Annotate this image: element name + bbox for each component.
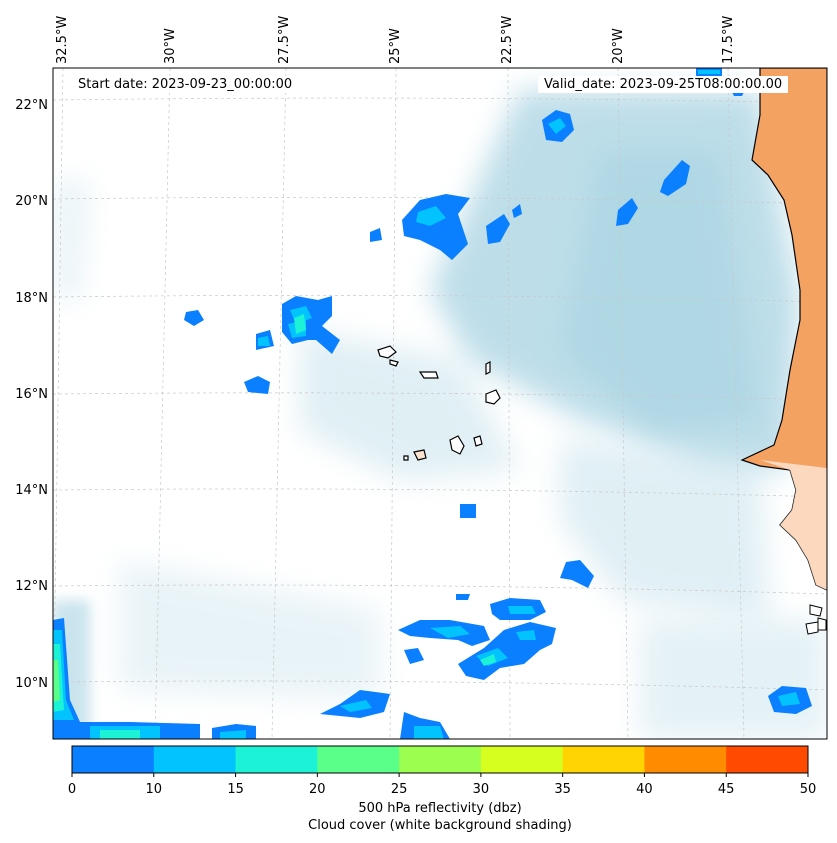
colorbar-tick: 15 — [227, 782, 244, 797]
valid-date-label: Valid_date: 2023-09-25T08:00:00.00 — [538, 76, 789, 93]
colorbar-tick: 40 — [636, 782, 653, 797]
colorbar-label: 500 hPa reflectivity (dbz) — [358, 801, 522, 816]
colorbar-swatch — [235, 746, 318, 773]
start-date-label: Start date: 2023-09-23_00:00:00 — [72, 76, 299, 93]
colorbar-frame — [71, 745, 809, 774]
lat-label-14n: 14°N — [15, 483, 48, 498]
colorbar-swatch — [480, 746, 564, 773]
lat-label-16n: 16°N — [15, 387, 48, 402]
colorbar-swatch — [644, 746, 727, 773]
lat-lon-grid — [53, 68, 827, 739]
lat-label-18n: 18°N — [15, 291, 48, 306]
cape-verde-islands — [377, 345, 501, 461]
colorbar-tick: 35 — [554, 782, 571, 797]
lat-label-22n: 22°N — [15, 98, 48, 113]
colorbar-tick: 25 — [390, 782, 408, 797]
lon-label-27-5w: 27.5°W — [277, 15, 292, 64]
lon-label-32-5w: 32.5°W — [55, 15, 70, 64]
colorbar-swatch — [153, 746, 237, 773]
colorbar-tick: 0 — [67, 782, 77, 797]
lon-label-17-5w: 17.5°W — [721, 15, 736, 64]
colorbar-sublabel: Cloud cover (white background shading) — [308, 818, 572, 833]
lon-label-22-5w: 22.5°W — [500, 15, 515, 64]
lat-label-20n: 20°N — [15, 194, 48, 209]
reflectivity-cells-high — [53, 314, 496, 739]
colorbar — [71, 745, 809, 777]
lat-label-10n: 10°N — [15, 676, 48, 691]
colorbar-swatch — [726, 746, 809, 773]
lon-label-30w: 30°W — [163, 28, 178, 64]
lon-label-25w: 25°W — [388, 28, 403, 64]
lat-label-12n: 12°N — [15, 579, 48, 594]
colorbar-swatch — [317, 746, 400, 773]
colorbar-tick: 50 — [799, 782, 817, 797]
colorbar-tick: 45 — [717, 782, 735, 797]
colorbar-tick: 30 — [472, 782, 490, 797]
colorbar-swatch — [72, 746, 155, 773]
coast-islets — [805, 604, 827, 635]
colorbar-tick: 10 — [145, 782, 163, 797]
map-frame — [52, 67, 828, 740]
colorbar-tick: 20 — [309, 782, 326, 797]
colorbar-swatch — [399, 746, 482, 773]
africa-coast-fade — [760, 460, 827, 590]
lon-label-20w: 20°W — [611, 28, 626, 64]
colorbar-swatch — [562, 746, 645, 773]
